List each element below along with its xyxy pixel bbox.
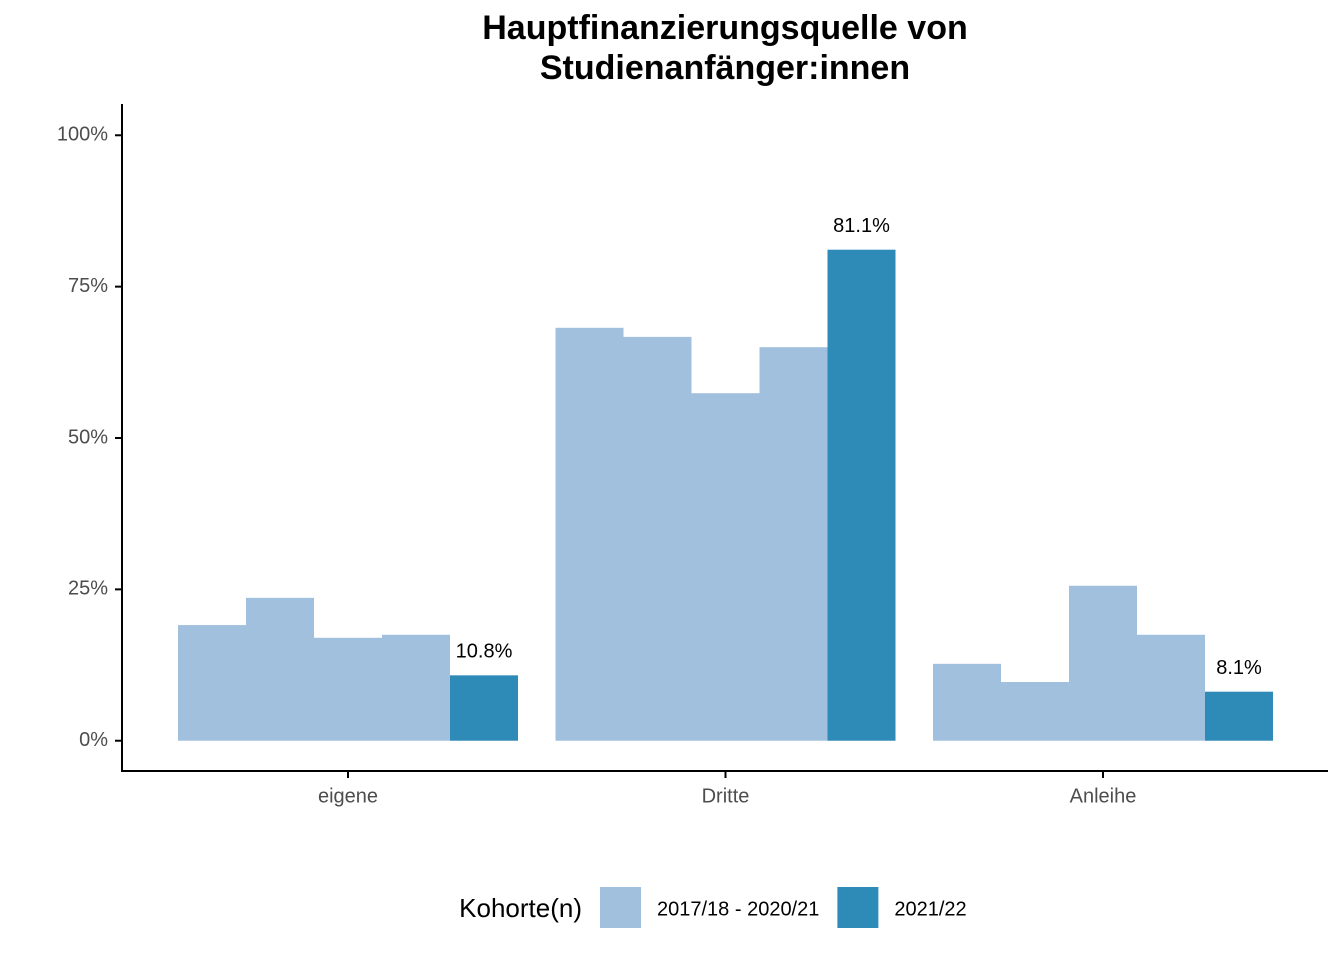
bar (450, 675, 518, 741)
data-label: 8.1% (1216, 657, 1262, 679)
bar (1069, 585, 1137, 741)
bar (827, 249, 896, 741)
bar (1205, 691, 1273, 741)
bar (759, 347, 828, 741)
legend-key (600, 887, 641, 928)
bar (1001, 681, 1069, 741)
bar (623, 336, 692, 741)
bar (1137, 634, 1205, 741)
bar (555, 327, 624, 741)
data-label: 10.8% (456, 641, 513, 663)
x-tick-label: Dritte (702, 785, 750, 807)
x-tick-label: Anleihe (1070, 785, 1137, 807)
legend-key (837, 887, 879, 928)
chart-title: Hauptfinanzierungsquelle von (482, 9, 967, 47)
x-tick-label: eigene (318, 785, 378, 807)
y-tick-label: 75% (68, 275, 108, 297)
bar (691, 393, 760, 741)
y-tick-label: 25% (68, 578, 108, 600)
bar (178, 625, 246, 741)
bar (933, 663, 1001, 741)
data-label: 81.1% (833, 215, 890, 237)
bar (382, 634, 450, 741)
legend-title: Kohorte(n) (459, 893, 582, 923)
y-tick-label: 50% (68, 426, 108, 448)
chart-subtitle: Studienanfänger:innen (540, 49, 910, 87)
bar (246, 597, 314, 741)
legend-label: 2021/22 (894, 898, 966, 920)
bar (314, 637, 382, 741)
y-tick-label: 0% (79, 729, 108, 751)
legend-label: 2017/18 - 2020/21 (657, 898, 819, 920)
y-tick-label: 100% (57, 124, 108, 146)
